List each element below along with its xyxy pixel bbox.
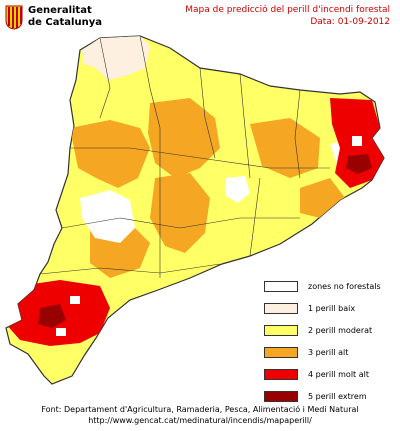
zone-non-forest-pocket-1 bbox=[70, 296, 80, 304]
legend-label: 3 perill alt bbox=[308, 348, 349, 357]
zone-extreme-south bbox=[38, 304, 66, 328]
legend-swatch bbox=[264, 347, 298, 358]
legend-label: 5 perill extrem bbox=[308, 392, 367, 401]
legend-swatch bbox=[264, 303, 298, 314]
legend-item-non-forest: zones no forestals bbox=[264, 281, 400, 295]
source-credit: Font: Departament d'Agricultura, Ramader… bbox=[41, 405, 359, 414]
zone-non-forest-lleida bbox=[80, 190, 135, 243]
zone-high-coast bbox=[300, 178, 345, 218]
legend-label: 1 perill baix bbox=[308, 304, 356, 313]
legend-item-high: 3 perill alt bbox=[264, 347, 400, 361]
legend-label: 4 perill molt alt bbox=[308, 370, 369, 379]
legend-item-very-high: 4 perill molt alt bbox=[264, 369, 400, 383]
logo-line-2: de Catalunya bbox=[28, 17, 102, 28]
zone-non-forest-center bbox=[225, 176, 250, 203]
zone-high-west bbox=[70, 120, 150, 188]
map-date: Data: 01-09-2012 bbox=[310, 17, 390, 27]
zone-non-forest-pocket-2 bbox=[56, 328, 66, 336]
zone-high-center bbox=[150, 173, 210, 253]
zone-non-forest-pocket-3 bbox=[352, 136, 362, 146]
legend-item-moderate: 2 perill moderat bbox=[264, 325, 400, 339]
generalitat-logo: Generalitat de Catalunya bbox=[4, 4, 204, 32]
map-header: Mapa de predicció del perill d'incendi f… bbox=[185, 4, 390, 28]
logo-line-1: Generalitat bbox=[28, 5, 92, 16]
legend-swatch bbox=[264, 391, 298, 402]
catalonia-fire-risk-map bbox=[5, 35, 385, 385]
legend-label: 2 perill moderat bbox=[308, 326, 373, 335]
zone-low-risk bbox=[82, 36, 150, 80]
zone-high-northeast bbox=[250, 118, 320, 178]
zone-extreme-northeast bbox=[346, 154, 372, 174]
comarca-borders bbox=[39, 35, 330, 278]
legend-swatch bbox=[264, 325, 298, 336]
legend-swatch bbox=[264, 281, 298, 292]
map-title: Mapa de predicció del perill d'incendi f… bbox=[185, 5, 390, 15]
source-url: http://www.gencat.cat/medinatural/incend… bbox=[88, 416, 312, 425]
legend-swatch bbox=[264, 369, 298, 380]
legend-item-low: 1 perill baix bbox=[264, 303, 400, 317]
legend-label: zones no forestals bbox=[308, 282, 381, 291]
catalonia-emblem-icon bbox=[5, 5, 23, 30]
legend-item-extreme: 5 perill extrem bbox=[264, 391, 400, 405]
